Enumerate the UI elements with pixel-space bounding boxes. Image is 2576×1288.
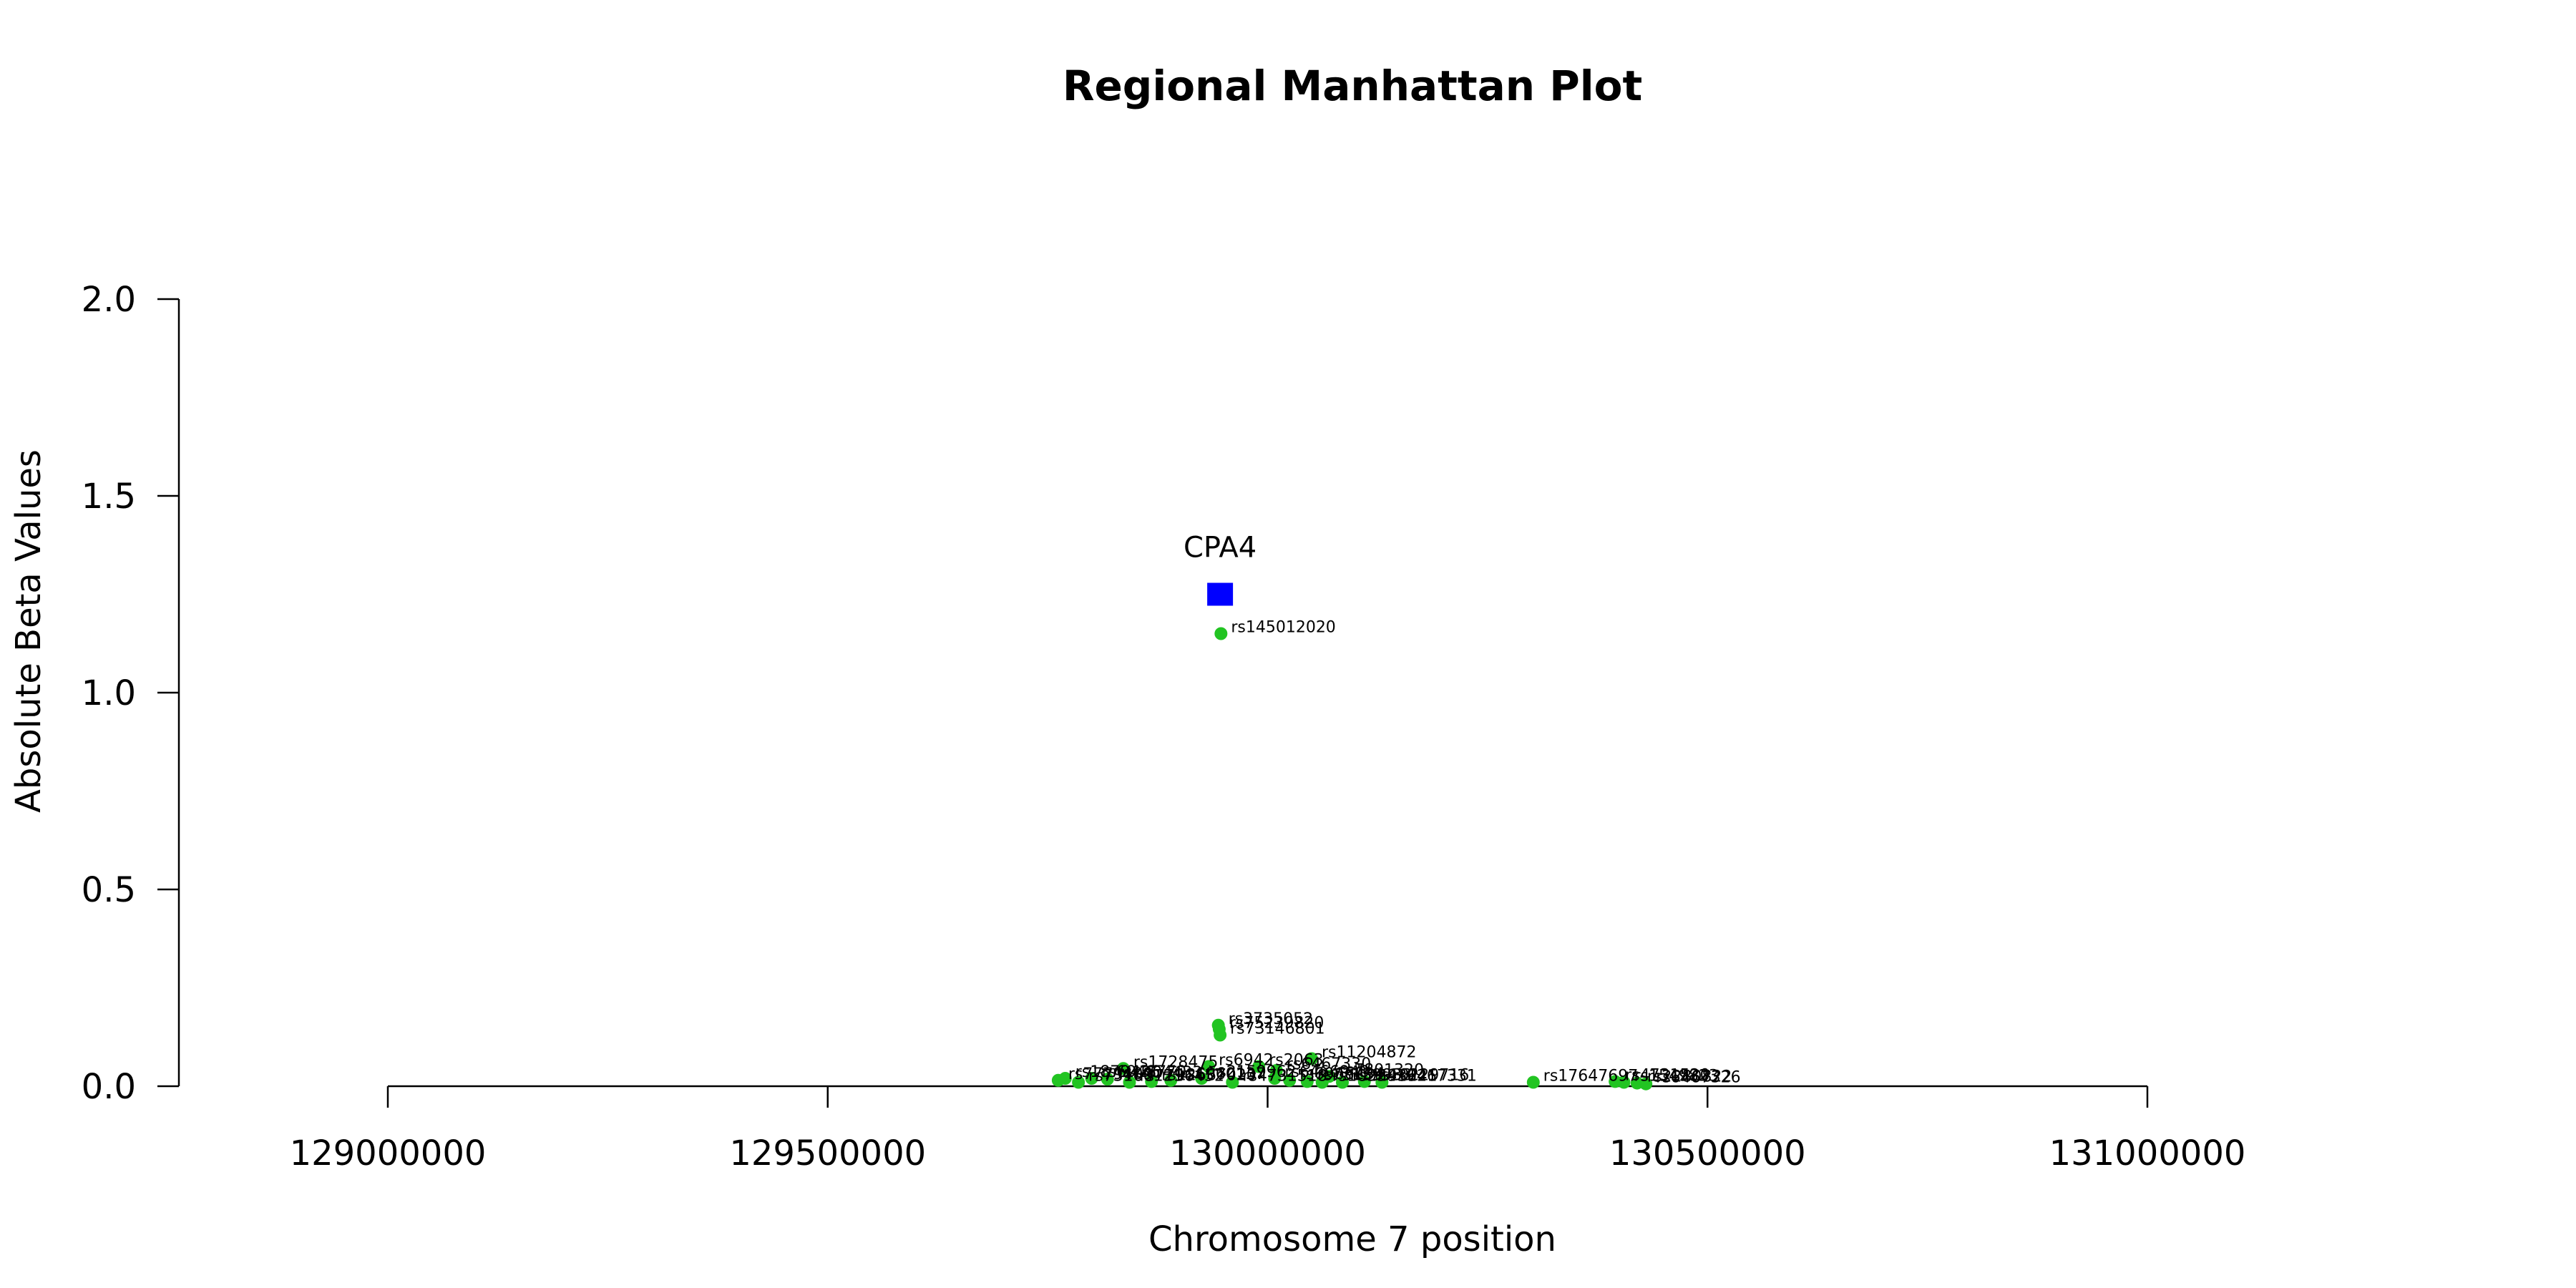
x-axis: 129000000 129500000 130000000 130500000 1310…: [290, 1085, 2246, 1174]
snp-point: [1164, 1073, 1178, 1087]
x-tick-label: 129500000: [729, 1133, 926, 1174]
snp-point: [1123, 1075, 1136, 1089]
gene-marker: [1207, 582, 1234, 606]
snp-label: rs73146801: [1230, 1020, 1324, 1038]
snp-label: rs73160121: [1088, 1068, 1183, 1085]
snp-point: [1268, 1072, 1282, 1085]
snp-label: rs4731520: [1625, 1066, 1710, 1084]
snp-label: rs11204872: [1322, 1044, 1416, 1062]
snp-label: rs2293141: [1352, 1068, 1438, 1085]
snp-point: [1526, 1075, 1540, 1089]
x-axis-ticks: 129000000 129500000 130000000 130500000 1310…: [290, 1086, 2246, 1174]
snp-label: rs6948770: [1102, 1063, 1187, 1081]
snp-label: rs2159962: [1211, 1063, 1297, 1081]
x-tick-label: 131000000: [2049, 1133, 2246, 1174]
snp-labels: rs145012020 rs3735052rs75239820rs73146801…: [1068, 619, 1741, 1087]
snp-point: [1252, 1060, 1266, 1073]
y-tick-label: 1.5: [82, 477, 136, 517]
snp-label: rs6467331: [1392, 1068, 1477, 1085]
gene-label: CPA4: [1184, 532, 1257, 565]
snp-label: rs1879436: [1075, 1063, 1161, 1081]
snp-point: [1202, 1060, 1216, 1073]
snp-point: [1304, 1052, 1318, 1065]
snp-point: [1226, 1075, 1239, 1089]
snp-label: rs1549823: [1634, 1068, 1719, 1085]
snp-label: rs2063: [1269, 1052, 1324, 1070]
snp-label: rs6467330: [1287, 1055, 1372, 1073]
snp-point: [1639, 1077, 1653, 1091]
snp-point: [1375, 1075, 1389, 1089]
gene-markers: CPA4: [1184, 532, 1257, 606]
snp-label: rs7779409: [1068, 1065, 1153, 1083]
snp-point: [1617, 1075, 1631, 1089]
y-axis-label: Absolute Beta Values: [9, 449, 49, 813]
snp-point: [1300, 1075, 1314, 1088]
y-tick-label: 0.0: [82, 1067, 136, 1107]
snp-label: rs10954192: [1332, 1068, 1427, 1085]
y-tick-label: 1.0: [82, 673, 136, 713]
y-tick-label: 2.0: [82, 280, 136, 320]
snp-point: [1145, 1075, 1158, 1088]
snp-point: [1072, 1075, 1085, 1089]
y-tick-label: 0.5: [82, 870, 136, 910]
snp-point: [1085, 1072, 1098, 1085]
snp-label: rs6966234: [1299, 1065, 1385, 1083]
snp-label: rs3735052: [1229, 1010, 1314, 1028]
snp-label: rs1404433: [1118, 1064, 1203, 1082]
snp-point: [1214, 627, 1228, 640]
snp-points: [1051, 627, 1653, 1091]
snp-label: rs12667020: [1161, 1066, 1256, 1084]
snp-point: [1058, 1072, 1072, 1085]
snp-label: rs6942: [1219, 1052, 1274, 1070]
y-axis-ticks: 0.0 0.5 1.0 1.5 2.0: [82, 280, 179, 1107]
snp-label: rs75239820: [1229, 1014, 1324, 1032]
snp-point: [1357, 1075, 1371, 1088]
snp-label: rs6466940: [1284, 1063, 1370, 1081]
snp-label: rs2280822: [1647, 1068, 1732, 1086]
snp-label: rs1728475: [1133, 1053, 1219, 1071]
snp-label: rs73159933: [1317, 1066, 1412, 1084]
snp-point: [1214, 1028, 1227, 1042]
snp-label: rs10229716: [1375, 1066, 1469, 1084]
snp-point: [1283, 1073, 1297, 1087]
x-tick-label: 130500000: [1609, 1133, 1806, 1174]
y-axis: 0.0 0.5 1.0 1.5 2.0: [82, 280, 180, 1107]
snp-point: [1195, 1072, 1209, 1085]
snp-label: rs4731518: [1242, 1068, 1327, 1085]
chart-title: Regional Manhattan Plot: [1063, 62, 1642, 110]
snp-point: [1101, 1073, 1114, 1086]
snp-point: [1116, 1062, 1130, 1075]
x-axis-label: Chromosome 7 position: [1148, 1219, 1556, 1259]
snp-label: rs145012020: [1231, 619, 1335, 637]
snp-label: rs6467326: [1656, 1069, 1741, 1087]
snp-label: rs7801320: [1340, 1061, 1425, 1079]
x-tick-label: 130000000: [1169, 1133, 1366, 1174]
snp-point: [1315, 1075, 1329, 1089]
snp-label: rs17647697: [1543, 1068, 1638, 1085]
snp-label: rs6960137: [1181, 1065, 1266, 1083]
snp-point: [1336, 1075, 1350, 1089]
x-tick-label: 129000000: [290, 1133, 487, 1174]
snp-label: rs7796452: [1139, 1068, 1224, 1085]
